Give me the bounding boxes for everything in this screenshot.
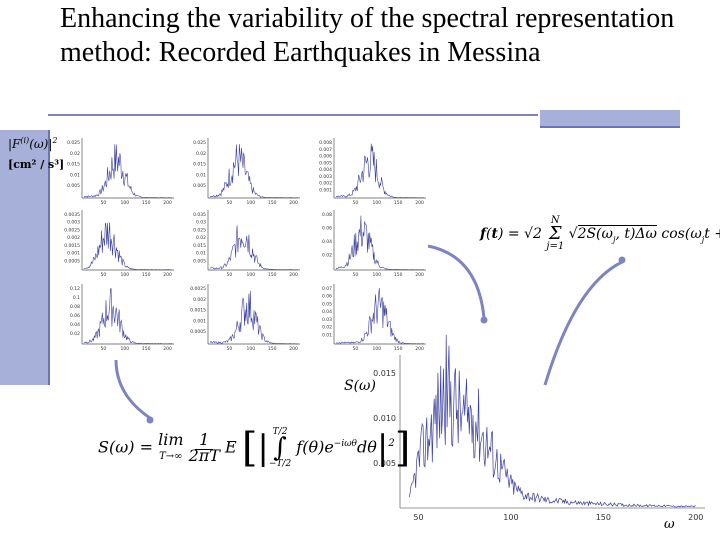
arrow-head <box>147 417 154 424</box>
psd-x-tick-label: 100 <box>503 513 518 522</box>
arrow-head <box>481 317 488 324</box>
arrow-grid-to-definition <box>116 360 150 418</box>
psd-x-tick-label: 200 <box>688 513 703 522</box>
simulation-formula: f(t) = √2 NΣj=1 √2S(ωj, t)Δω cos(ωjt + φ… <box>480 216 720 252</box>
arrow-psd-to-formula <box>545 262 622 385</box>
psd-y-tick-label: 0.010 <box>373 414 396 423</box>
psd-x-axis-label: ω <box>664 517 675 532</box>
psd-y-axis-label: S(ω) <box>344 378 376 394</box>
arrow-head <box>619 257 626 264</box>
psd-definition-formula: S(ω) = lim T→∞ 1 2πT E [| T/2 ∫ −T/2 f(θ)e−iω… <box>98 425 410 471</box>
psd-x-tick-label: 50 <box>413 513 423 522</box>
arrow-formula-to-psd <box>428 246 484 318</box>
psd-x-tick-label: 150 <box>596 513 611 522</box>
psd-y-tick-label: 0.015 <box>373 369 396 378</box>
